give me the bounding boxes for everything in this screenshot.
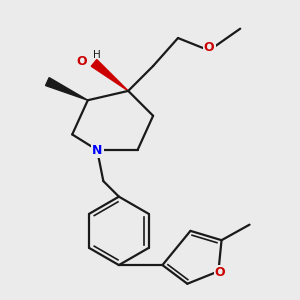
Polygon shape [46,78,88,100]
Polygon shape [91,59,128,91]
Text: O: O [204,41,214,54]
Text: H: H [93,50,101,60]
Text: N: N [92,143,102,157]
Text: O: O [76,55,87,68]
Text: O: O [215,266,225,279]
